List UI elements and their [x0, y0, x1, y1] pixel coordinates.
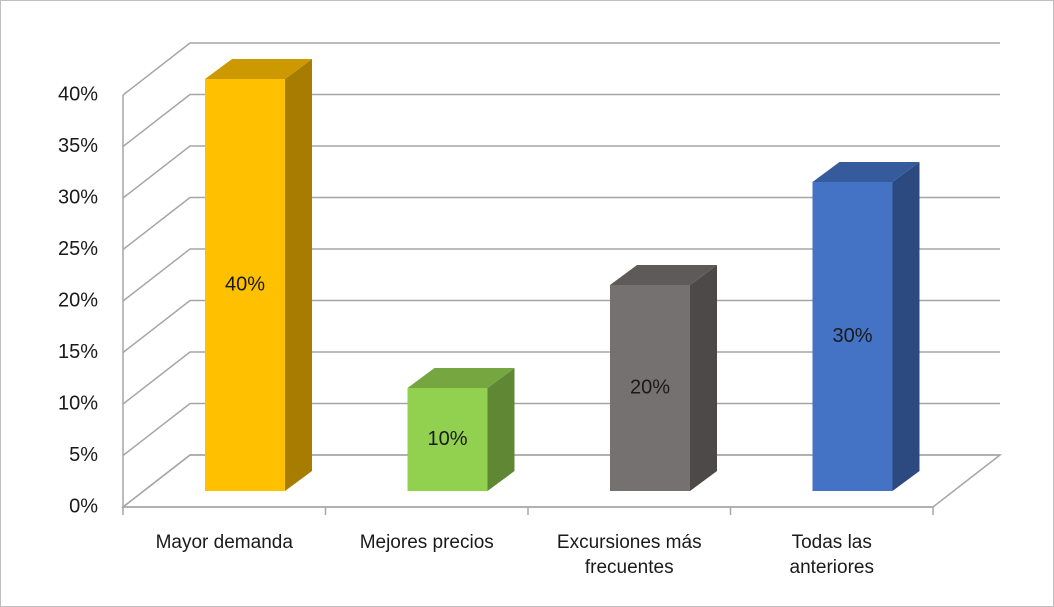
bar-side	[285, 59, 312, 491]
value-label: 30%	[832, 325, 872, 347]
bar-side	[487, 368, 515, 491]
bar	[407, 388, 488, 491]
bar-top	[205, 59, 312, 79]
grid-line	[122, 402, 1000, 457]
y-tick-label: 5%	[69, 444, 98, 466]
bar	[205, 79, 285, 491]
x-tick-label: Todas las anteriores	[789, 532, 875, 578]
grid-line	[122, 93, 1000, 148]
y-tick-label: 0%	[69, 495, 98, 517]
value-label: 20%	[630, 376, 670, 398]
grid-line	[122, 454, 1000, 508]
y-tick-label: 20%	[58, 289, 98, 311]
y-tick-label: 40%	[58, 83, 98, 105]
grid-line	[122, 42, 1000, 96]
bar	[812, 182, 893, 491]
bar	[610, 285, 690, 491]
bar-top	[407, 368, 515, 388]
grid-line	[122, 351, 1000, 405]
x-tick-label: Mayor demanda	[155, 532, 293, 553]
y-tick-label: 10%	[58, 392, 98, 414]
grid-line	[122, 248, 1000, 302]
x-tick-label: Excursiones más frecuentes	[556, 532, 702, 578]
grid-line	[122, 145, 1000, 199]
bar-top	[812, 162, 920, 182]
grid-line	[122, 196, 1000, 251]
y-tick-label: 35%	[58, 135, 98, 157]
grid-line	[122, 299, 1000, 354]
y-tick-label: 15%	[58, 341, 98, 363]
bar-top	[610, 265, 717, 285]
x-tick-label: Mejores precios	[359, 532, 494, 553]
bar-side	[690, 265, 717, 491]
value-label: 40%	[225, 273, 265, 295]
y-tick-label: 30%	[58, 186, 98, 208]
y-tick-label: 25%	[58, 238, 98, 260]
bar-side	[892, 162, 920, 491]
value-label: 10%	[427, 428, 467, 450]
